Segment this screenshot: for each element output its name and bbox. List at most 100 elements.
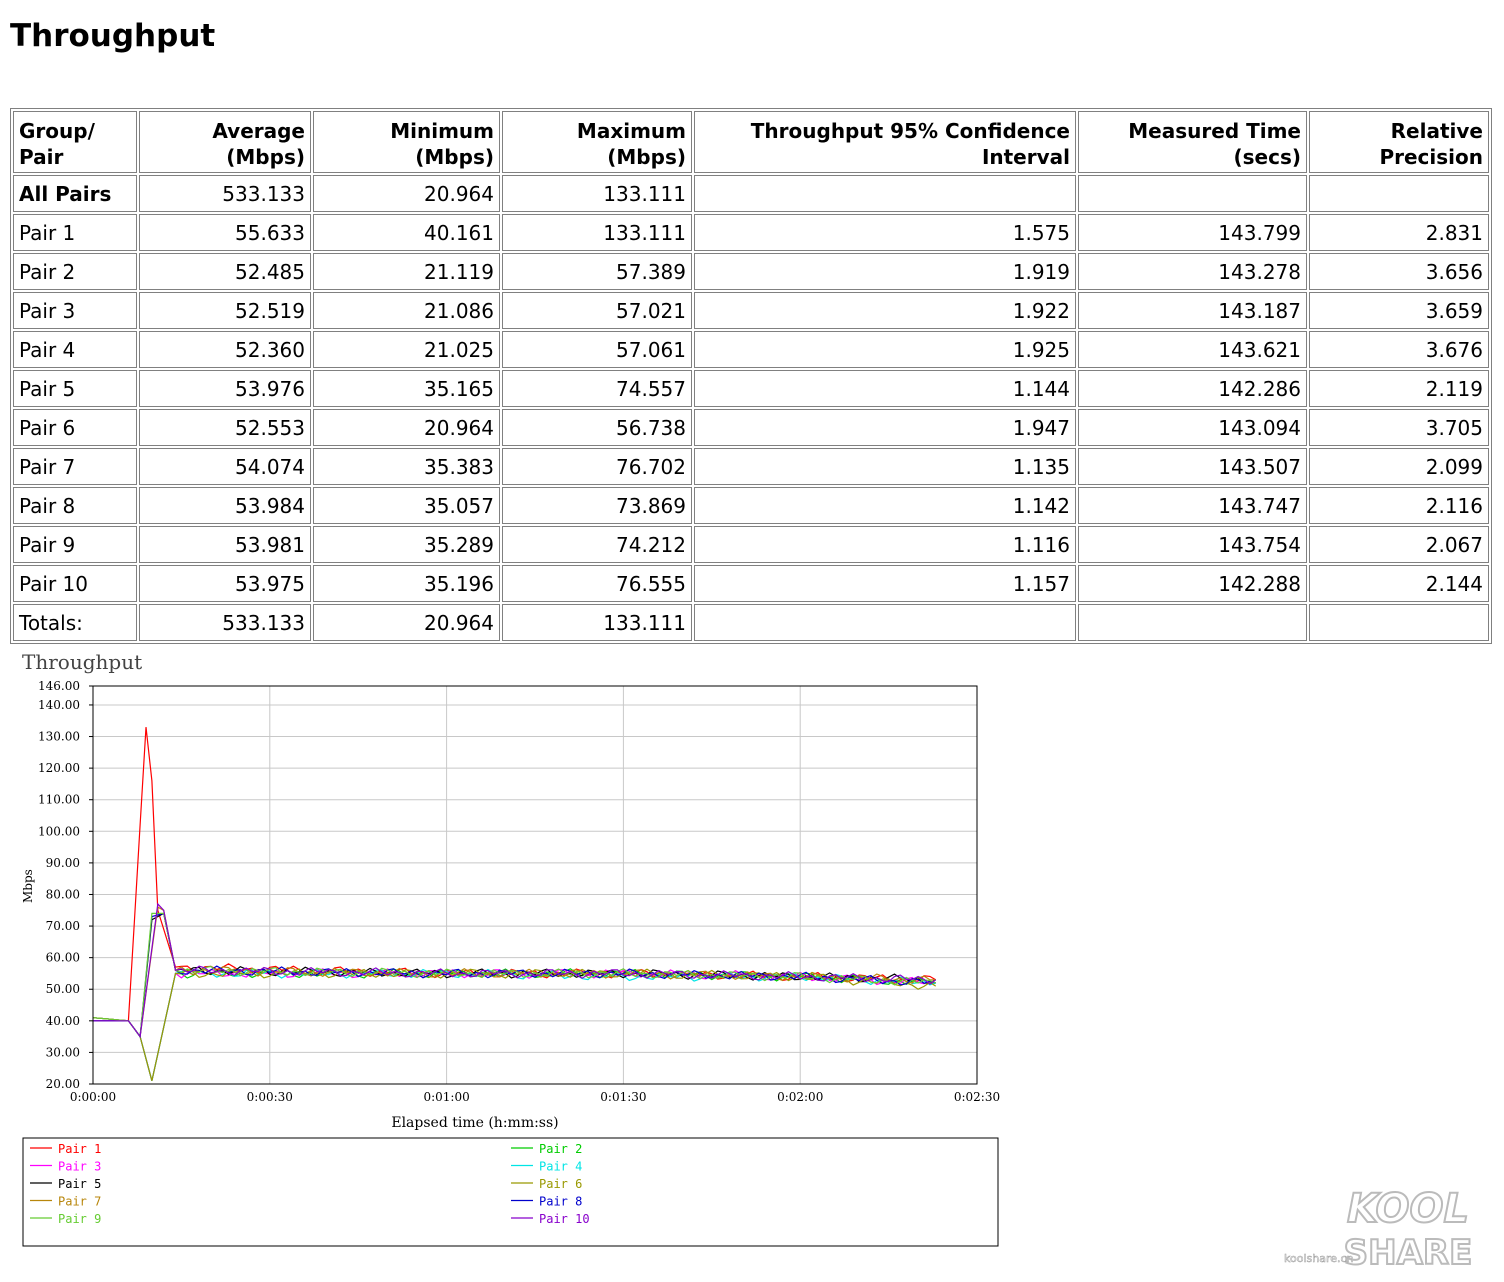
series-line-pair-2 — [92, 968, 936, 1081]
cell-label: Pair 3 — [13, 292, 137, 329]
cell-relative-precision — [1309, 175, 1489, 212]
table-row: Pair 2 52.485 21.119 57.389 1.919 143.27… — [13, 253, 1489, 290]
cell-measured-time: 143.507 — [1078, 448, 1307, 485]
cell-minimum: 35.057 — [313, 487, 500, 524]
cell-maximum: 73.869 — [502, 487, 692, 524]
chart-grid — [93, 686, 977, 1084]
table-row: Pair 6 52.553 20.964 56.738 1.947 143.09… — [13, 409, 1489, 446]
legend-box — [22, 1137, 999, 1247]
y-tick-label: 70.00 — [46, 919, 80, 933]
cell-minimum: 40.161 — [313, 214, 500, 251]
table-row: Pair 8 53.984 35.057 73.869 1.142 143.74… — [13, 487, 1489, 524]
cell-average: 53.981 — [139, 526, 311, 563]
cell-maximum: 76.555 — [502, 565, 692, 602]
cell-measured-time: 142.286 — [1078, 370, 1307, 407]
y-axis-ticks: 20.00 30.00 40.00 50.00 60.00 70.00 80.00 90.00… — [38, 679, 93, 1091]
cell-measured-time — [1078, 604, 1307, 641]
cell-label: Pair 4 — [13, 331, 137, 368]
series-line-pair-9 — [92, 912, 936, 1039]
cell-maximum: 133.111 — [502, 214, 692, 251]
cell-relative-precision: 2.119 — [1309, 370, 1489, 407]
cell-confidence — [694, 175, 1076, 212]
cell-relative-precision: 2.099 — [1309, 448, 1489, 485]
cell-confidence: 1.144 — [694, 370, 1076, 407]
y-tick-label: 140.00 — [38, 698, 80, 712]
cell-label: Pair 9 — [13, 526, 137, 563]
y-axis-label: Mbps — [21, 869, 35, 903]
cell-minimum: 35.289 — [313, 526, 500, 563]
cell-label: All Pairs — [13, 175, 137, 212]
series-line-pair-6 — [92, 968, 937, 1081]
col-header-maximum: Maximum (Mbps) — [502, 111, 692, 173]
cell-measured-time: 143.278 — [1078, 253, 1307, 290]
x-tick-label: 0:01:30 — [600, 1090, 646, 1104]
cell-relative-precision: 2.831 — [1309, 214, 1489, 251]
legend-label: Pair 6 — [539, 1177, 582, 1191]
x-axis-label: Elapsed time (h:mm:ss) — [391, 1115, 558, 1131]
legend-label: Pair 3 — [58, 1160, 101, 1174]
cell-label: Pair 7 — [13, 448, 137, 485]
cell-maximum: 74.212 — [502, 526, 692, 563]
cell-average: 533.133 — [139, 175, 311, 212]
table-row: All Pairs 533.133 20.964 133.111 — [13, 175, 1489, 212]
legend-label: Pair 2 — [539, 1142, 582, 1156]
y-tick-label: 90.00 — [46, 856, 80, 870]
col-header-minimum: Minimum (Mbps) — [313, 111, 500, 173]
page-title: Throughput — [10, 18, 216, 54]
y-tick-label: 146.00 — [38, 679, 80, 693]
cell-measured-time: 143.799 — [1078, 214, 1307, 251]
cell-label: Pair 2 — [13, 253, 137, 290]
cell-measured-time: 143.187 — [1078, 292, 1307, 329]
y-tick-label: 120.00 — [38, 761, 80, 775]
legend-label: Pair 8 — [539, 1195, 582, 1209]
cell-maximum: 57.021 — [502, 292, 692, 329]
koolshare-watermark-logo: KOOL SHARE koolshare.cn — [1284, 1185, 1474, 1270]
cell-average: 55.633 — [139, 214, 311, 251]
watermark-line2: SHARE — [1344, 1233, 1473, 1270]
cell-relative-precision: 2.067 — [1309, 526, 1489, 563]
cell-measured-time: 143.621 — [1078, 331, 1307, 368]
cell-confidence: 1.575 — [694, 214, 1076, 251]
cell-minimum: 35.196 — [313, 565, 500, 602]
x-tick-label: 0:01:00 — [423, 1090, 469, 1104]
table-row: Pair 1 55.633 40.161 133.111 1.575 143.7… — [13, 214, 1489, 251]
col-header-relative-precision: Relative Precision — [1309, 111, 1489, 173]
x-tick-label: 0:00:00 — [70, 1090, 116, 1104]
cell-confidence: 1.142 — [694, 487, 1076, 524]
legend-label: Pair 9 — [58, 1212, 101, 1226]
cell-minimum: 35.165 — [313, 370, 500, 407]
table-header-row: Group/ Pair Average (Mbps) Minimum (Mbps… — [13, 111, 1489, 173]
cell-measured-time — [1078, 175, 1307, 212]
y-tick-label: 30.00 — [46, 1045, 80, 1059]
legend-label: Pair 7 — [58, 1195, 101, 1209]
chart-title: Throughput — [22, 650, 142, 674]
table-row: Pair 7 54.074 35.383 76.702 1.135 143.50… — [13, 448, 1489, 485]
x-axis-ticks: 0:00:00 0:00:30 0:01:00 0:01:30 0:02:00 0:02:… — [70, 1090, 1000, 1104]
cell-average: 52.485 — [139, 253, 311, 290]
y-tick-label: 80.00 — [46, 887, 80, 901]
cell-confidence: 1.116 — [694, 526, 1076, 563]
cell-minimum: 35.383 — [313, 448, 500, 485]
cell-label: Pair 8 — [13, 487, 137, 524]
col-header-confidence: Throughput 95% Confidence Interval — [694, 111, 1076, 173]
cell-measured-time: 142.288 — [1078, 565, 1307, 602]
cell-minimum: 21.119 — [313, 253, 500, 290]
cell-maximum: 74.557 — [502, 370, 692, 407]
throughput-table: Group/ Pair Average (Mbps) Minimum (Mbps… — [10, 108, 1492, 644]
cell-minimum: 20.964 — [313, 409, 500, 446]
cell-average: 52.553 — [139, 409, 311, 446]
series-line-pair-10 — [93, 902, 937, 1039]
cell-minimum: 21.025 — [313, 331, 500, 368]
cell-maximum: 57.061 — [502, 331, 692, 368]
table-row: Pair 4 52.360 21.025 57.061 1.925 143.62… — [13, 331, 1489, 368]
col-header-group: Group/ Pair — [13, 111, 137, 173]
cell-relative-precision: 2.144 — [1309, 565, 1489, 602]
cell-minimum: 20.964 — [313, 175, 500, 212]
x-tick-label: 0:02:30 — [954, 1090, 1000, 1104]
cell-average: 53.975 — [139, 565, 311, 602]
y-tick-label: 100.00 — [38, 824, 80, 838]
cell-relative-precision: 3.656 — [1309, 253, 1489, 290]
series-line-pair-3 — [92, 968, 936, 1081]
table-row: Pair 10 53.975 35.196 76.555 1.157 142.2… — [13, 565, 1489, 602]
cell-measured-time: 143.747 — [1078, 487, 1307, 524]
